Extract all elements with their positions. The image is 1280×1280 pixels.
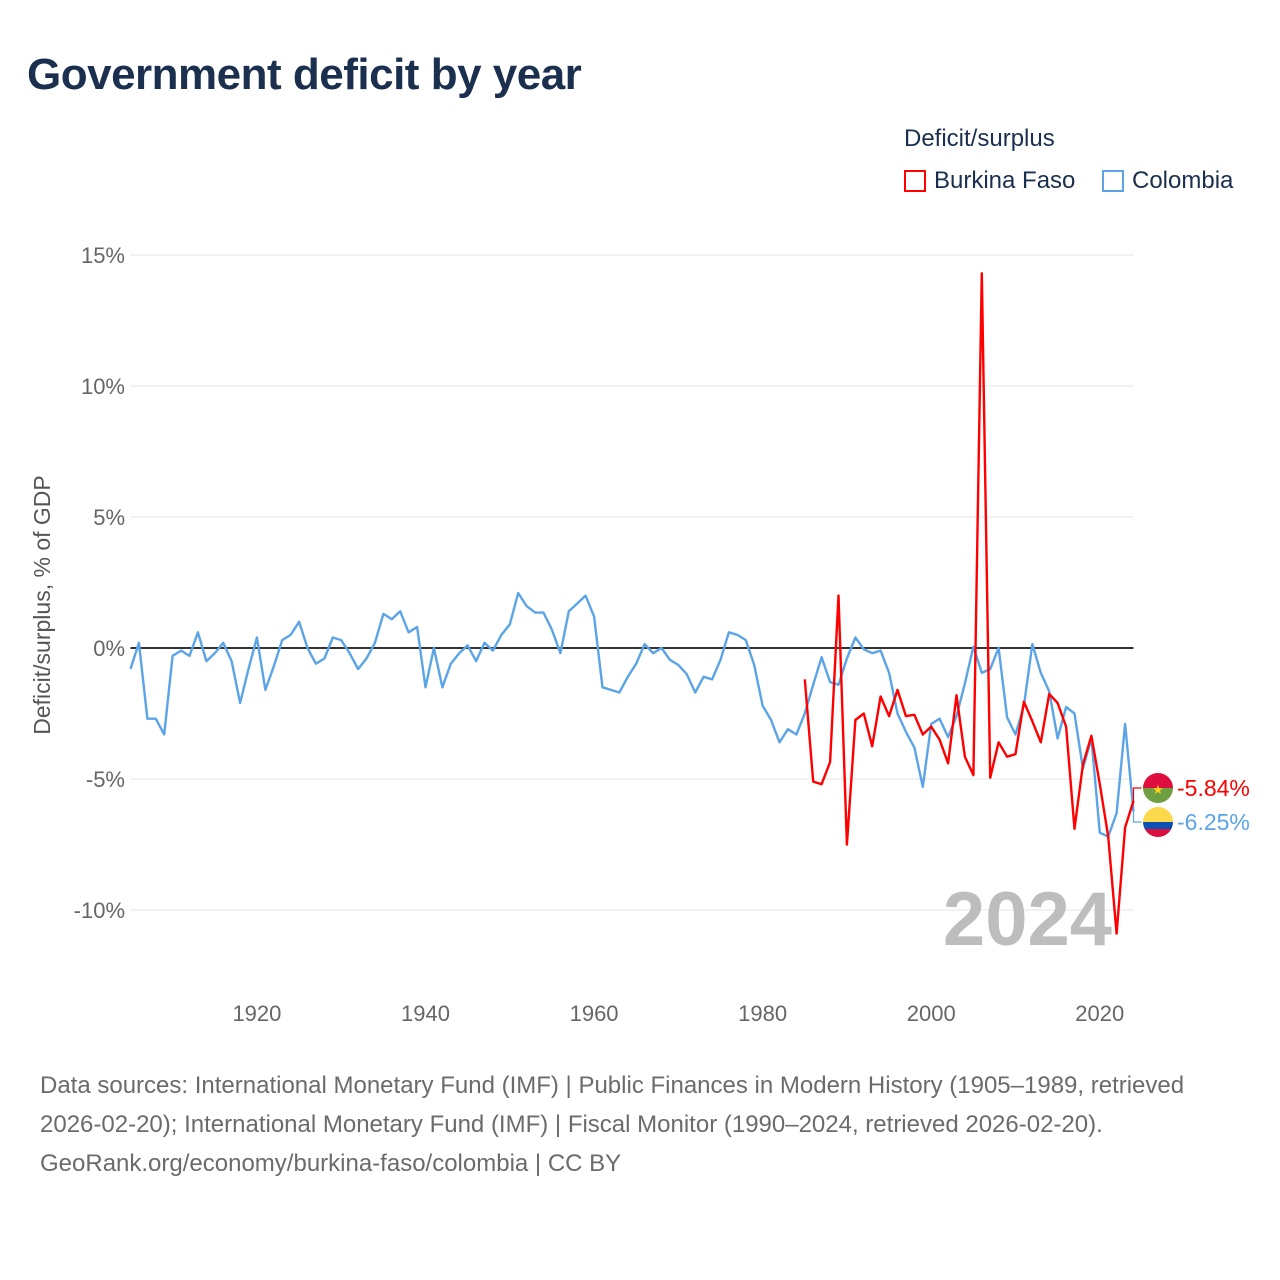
y-tick-label: -10% — [74, 898, 125, 923]
legend-label-colombia: Colombia — [1132, 167, 1234, 194]
y-tick-label: 15% — [81, 243, 125, 268]
x-tick-label: 2020 — [1075, 1001, 1124, 1026]
end-label-burkina-faso: -5.84% — [1177, 775, 1250, 801]
x-tick-label: 1920 — [232, 1001, 281, 1026]
data-sources-note: Data sources: International Monetary Fun… — [40, 1072, 1185, 1138]
svg-text:★: ★ — [1152, 782, 1164, 797]
x-tick-label: 2000 — [907, 1001, 956, 1026]
x-tick-label: 1940 — [401, 1001, 450, 1026]
y-tick-label: 10% — [81, 374, 125, 399]
y-tick-label: 0% — [93, 636, 125, 661]
end-connector-colombia — [1132, 811, 1142, 823]
series-line-colombia — [129, 591, 1135, 838]
legend-swatch-burkina-faso — [904, 170, 926, 192]
footer: Data sources: International Monetary Fun… — [40, 1066, 1240, 1183]
y-axis-label: Deficit/surplus, % of GDP — [29, 475, 55, 734]
end-connector-burkina-faso — [1132, 787, 1142, 802]
chart-plot: 15% 10% 5% 0% -5% -10% 1920 1940 1960 1980 2000 202… — [29, 243, 1250, 1026]
x-tick-label: 1960 — [570, 1001, 619, 1026]
chart-title: Government deficit by year — [27, 50, 582, 99]
y-tick-label: 5% — [93, 505, 125, 530]
end-label-colombia: -6.25% — [1177, 809, 1250, 835]
credit-link[interactable]: GeoRank.org/economy/burkina-faso/colombi… — [40, 1150, 622, 1177]
legend-label-burkina-faso: Burkina Faso — [934, 167, 1076, 194]
year-watermark: 2024 — [943, 877, 1112, 962]
legend-swatch-colombia — [1102, 170, 1124, 192]
x-tick-label: 1980 — [738, 1001, 787, 1026]
series-line-burkina-faso — [803, 272, 1135, 935]
colombia-flag-icon — [1143, 807, 1173, 837]
legend-item-burkina-faso[interactable]: Burkina Faso — [904, 167, 1075, 195]
y-tick-label: -5% — [86, 767, 125, 792]
legend-title: Deficit/surplus — [904, 125, 1055, 152]
legend-item-colombia[interactable]: Colombia — [1102, 167, 1233, 195]
burkina-faso-flag-icon: ★ — [1143, 773, 1173, 803]
